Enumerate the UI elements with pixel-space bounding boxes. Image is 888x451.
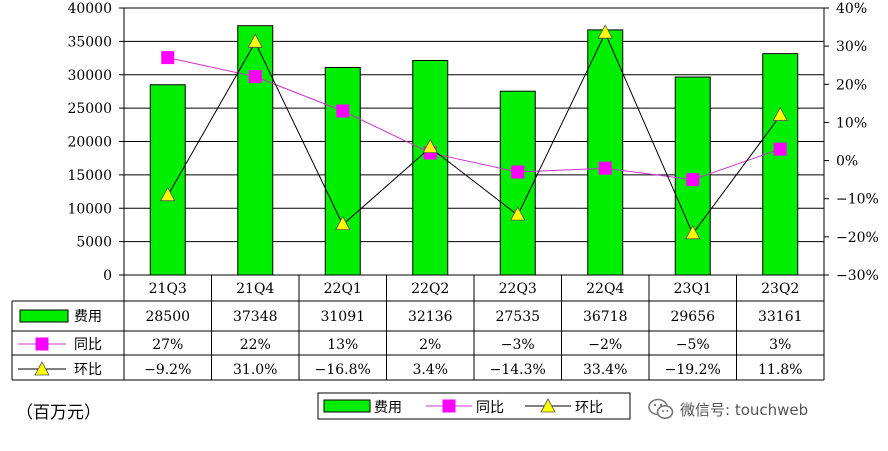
left-tick-label: 0 — [103, 268, 112, 284]
table-cell: −16.8% — [315, 362, 371, 378]
marker-square — [442, 399, 456, 413]
category-label: 22Q2 — [411, 281, 449, 297]
table-cell: 33161 — [758, 309, 803, 325]
category-label: 21Q3 — [149, 281, 187, 297]
left-tick-label: 40000 — [67, 1, 112, 17]
table-cell: 22% — [240, 337, 271, 353]
table-cell: 11.8% — [758, 362, 802, 378]
row-key-bar — [19, 309, 69, 323]
left-tick-label: 15000 — [67, 168, 112, 184]
legend-label: 环比 — [575, 400, 603, 416]
table-cell: 27535 — [495, 309, 540, 325]
marker-square — [35, 337, 49, 351]
bar — [412, 59, 449, 276]
marker-square — [248, 70, 262, 84]
category-label: 22Q3 — [499, 281, 537, 297]
table-cell: −5% — [676, 337, 710, 353]
line-series — [160, 24, 788, 240]
watermark: 微信号: touchweb — [648, 398, 808, 420]
bar-series — [149, 25, 799, 276]
marker-square — [686, 173, 700, 187]
right-tick-label: −20% — [836, 230, 879, 246]
marker-square — [161, 51, 175, 65]
left-axis-tick-labels: 0 5000 10000 15000 20000 25000 30000 35000 40000 — [67, 1, 112, 284]
marker-square — [773, 142, 787, 156]
data-table: 21Q3 21Q4 22Q1 22Q2 22Q3 22Q4 23Q1 23Q2 费用 28500 3… — [11, 274, 825, 381]
marker-square — [598, 161, 612, 175]
bar — [324, 66, 361, 276]
legend-label: 同比 — [476, 400, 504, 416]
table-cell: 29656 — [670, 309, 715, 325]
category-label: 22Q4 — [586, 281, 624, 297]
right-tick-label: 10% — [836, 115, 867, 131]
table-cell: −19.2% — [665, 362, 721, 378]
marker-triangle — [422, 138, 438, 154]
unit-label: （百万元） — [16, 403, 101, 423]
series-line-同比 — [167, 57, 781, 181]
table-cell: 13% — [327, 337, 358, 353]
table-cell: −14.3% — [490, 362, 546, 378]
right-tick-label: 20% — [836, 77, 867, 93]
right-tick-label: −10% — [836, 192, 879, 208]
marker-triangle — [597, 24, 613, 39]
table-cell: 2% — [419, 337, 441, 353]
table-cell: 27% — [152, 337, 183, 353]
table-cell: 28500 — [145, 309, 190, 325]
wechat-icon — [648, 398, 674, 419]
table-cell: 32136 — [408, 309, 453, 325]
marker-triangle — [160, 186, 176, 202]
bar — [762, 53, 799, 276]
marker-triangle — [540, 398, 556, 413]
left-tick-label: 20000 — [67, 135, 112, 151]
category-label: 21Q4 — [236, 281, 274, 297]
right-tick-label: 0% — [836, 154, 858, 170]
marker-square — [336, 104, 350, 118]
marker-triangle — [510, 206, 526, 221]
series-line-环比 — [167, 31, 781, 235]
legend: 费用 同比 环比 — [317, 392, 631, 420]
left-tick-label: 35000 — [67, 34, 112, 50]
right-tick-label: −30% — [836, 268, 879, 284]
row-series-name: 同比 — [74, 337, 102, 353]
legend-key-bar — [323, 399, 371, 413]
right-tick-label: 30% — [836, 39, 867, 55]
marker-square — [511, 165, 525, 179]
legend-label: 费用 — [374, 400, 402, 416]
table-cell: 33.4% — [583, 362, 627, 378]
table-cell: 3% — [769, 337, 791, 353]
gridlines — [124, 7, 824, 276]
left-tick-label: 25000 — [67, 101, 112, 117]
watermark-text: 微信号: touchweb — [680, 400, 809, 419]
table-cell: 31.0% — [233, 362, 277, 378]
table-cell: −9.2% — [144, 362, 191, 378]
table-cell: 36718 — [583, 309, 628, 325]
category-label: 22Q1 — [324, 281, 362, 297]
marker-triangle — [685, 224, 701, 240]
bar — [499, 90, 536, 276]
table-cell: 31091 — [320, 309, 365, 325]
table-cell: 3.4% — [412, 362, 448, 378]
marker-triangle — [247, 33, 263, 48]
left-tick-label: 10000 — [67, 201, 112, 217]
bar — [587, 29, 624, 276]
table-cell: 37348 — [233, 309, 278, 325]
table-cell: −3% — [501, 337, 535, 353]
table-cell: −2% — [588, 337, 622, 353]
marker-triangle — [34, 361, 50, 376]
category-label: 23Q1 — [674, 281, 712, 297]
row-series-name: 环比 — [74, 362, 102, 378]
category-label: 23Q2 — [761, 281, 799, 297]
right-axis-tick-labels: −30% −20% −10% 0% 10% 20% 30% 40% — [836, 1, 879, 284]
left-tick-label: 30000 — [67, 68, 112, 84]
row-series-name: 费用 — [74, 309, 102, 325]
bar — [149, 84, 186, 276]
left-tick-label: 5000 — [76, 235, 112, 251]
axes — [119, 7, 829, 276]
right-tick-label: 40% — [836, 1, 867, 17]
marker-triangle — [772, 106, 788, 121]
marker-triangle — [335, 215, 351, 231]
